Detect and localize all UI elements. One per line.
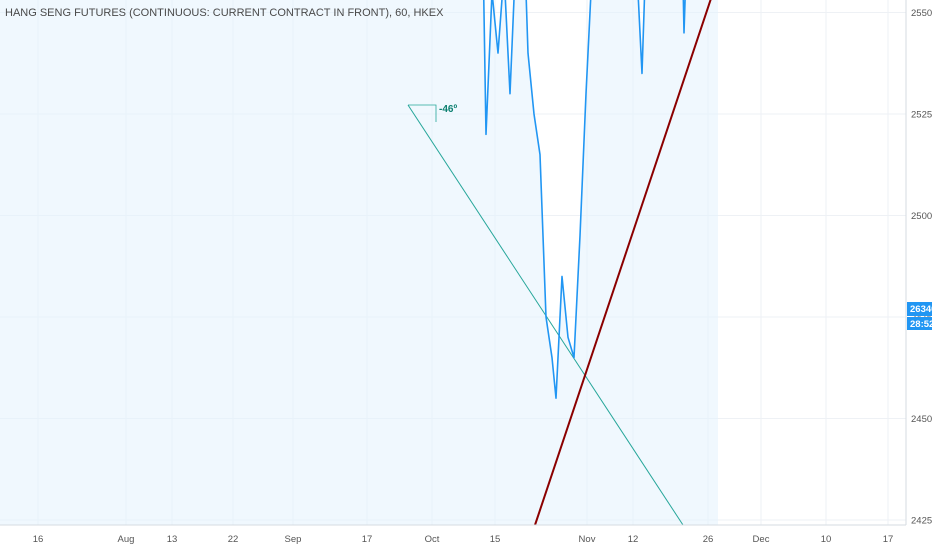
- x-tick-label: 22: [228, 534, 239, 545]
- x-tick-label: 26: [703, 534, 714, 545]
- x-tick-label: Dec: [753, 534, 770, 545]
- y-tick-label: 25000: [911, 211, 932, 222]
- x-tick-label: 10: [821, 534, 832, 545]
- x-tick-label: 15: [490, 534, 501, 545]
- x-tick-label: Aug: [118, 534, 135, 545]
- series-area-fill: [0, 0, 718, 525]
- y-tick-label: 24250: [911, 516, 932, 527]
- y-tick-label: 25250: [911, 110, 932, 121]
- triangle-support-line[interactable]: [534, 0, 857, 526]
- time-badge-bg: [907, 317, 932, 330]
- time-badge: 28:52: [907, 317, 932, 330]
- x-tick-label: 13: [167, 534, 178, 545]
- time-badge-text: 28:52: [910, 319, 932, 330]
- price-badge-text: 26340: [910, 304, 932, 315]
- x-tick-label: 17: [883, 534, 894, 545]
- price-badge: 26340: [907, 302, 932, 316]
- x-tick-label: Sep: [285, 534, 302, 545]
- x-tick-label: 17: [362, 534, 373, 545]
- price-badge-bg: [907, 302, 932, 316]
- x-tick-label: 16: [33, 534, 44, 545]
- chart-title: HANG SENG FUTURES (CONTINUOUS: CURRENT C…: [5, 7, 444, 19]
- angle-marker: [408, 104, 437, 122]
- x-tick-label: 12: [628, 534, 639, 545]
- y-tick-label: 24500: [911, 414, 932, 425]
- y-tick-label: 25500: [911, 8, 932, 19]
- x-tick-label: Oct: [425, 534, 440, 545]
- angle-label: -46º: [439, 104, 457, 115]
- x-axis: 16 Aug 13 22 Sep 17 Oct 15 Nov 12 26 Dec 10 17: [33, 534, 894, 545]
- y-axis: 2425024500247502500025250255002575026000…: [911, 8, 932, 527]
- x-tick-label: Nov: [579, 534, 596, 545]
